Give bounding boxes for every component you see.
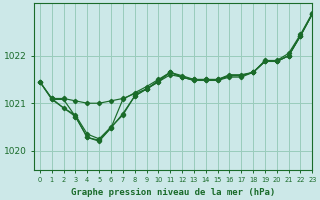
X-axis label: Graphe pression niveau de la mer (hPa): Graphe pression niveau de la mer (hPa) (71, 188, 275, 197)
